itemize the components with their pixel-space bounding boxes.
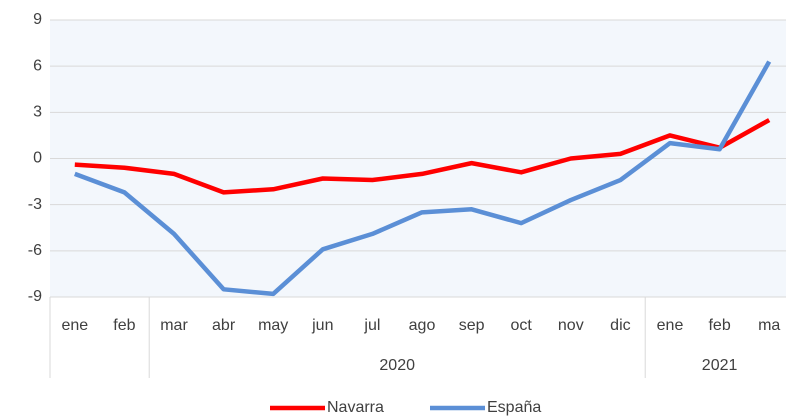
x-tick-label: ene <box>657 317 684 334</box>
legend-label: Navarra <box>327 399 384 416</box>
x-tick-label: abr <box>212 317 236 334</box>
x-tick-label: jun <box>311 317 333 334</box>
legend-label: España <box>487 399 541 416</box>
x-tick-label: ago <box>409 317 436 334</box>
y-tick-label: -9 <box>28 288 42 305</box>
y-tick-label: 3 <box>33 104 42 121</box>
x-tick-label: ma <box>758 317 780 334</box>
x-tick-label: may <box>258 317 288 334</box>
group-label: 2020 <box>379 357 415 374</box>
y-tick-label: 6 <box>33 57 42 74</box>
y-tick-label: -3 <box>28 196 42 213</box>
x-tick-label: feb <box>708 317 730 334</box>
x-tick-label: dic <box>610 317 630 334</box>
y-tick-label: 9 <box>33 11 42 28</box>
x-tick-label: mar <box>160 317 188 334</box>
group-label: 2021 <box>702 357 738 374</box>
x-tick-label: oct <box>511 317 533 334</box>
x-tick-label: nov <box>558 317 584 334</box>
series-line <box>74 118 771 195</box>
x-tick-label: sep <box>459 317 485 334</box>
x-tick-label: feb <box>113 317 135 334</box>
y-tick-label: -6 <box>28 242 42 259</box>
series-line <box>74 60 772 297</box>
x-tick-label: jul <box>363 317 380 334</box>
x-tick-label: ene <box>61 317 88 334</box>
y-tick-label: 0 <box>33 150 42 167</box>
